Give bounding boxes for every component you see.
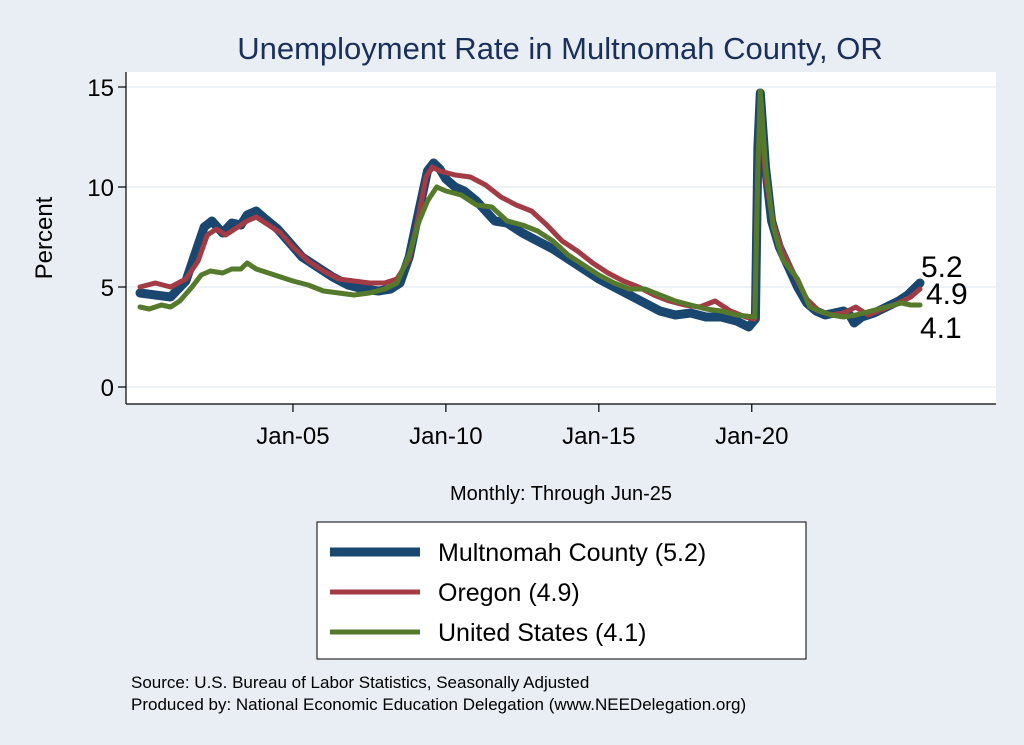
x-axis-label: Monthly: Through Jun-25 — [450, 483, 672, 505]
x-tick-label-2: Jan-15 — [562, 423, 635, 450]
end-label-multnomah: 5.2 — [921, 251, 963, 284]
series-line-us — [137, 88, 923, 320]
y-tick-label-0: 0 — [101, 375, 114, 402]
legend-label-us: United States (4.1) — [438, 619, 646, 647]
legend: Multnomah County (5.2) Oregon (4.9) Unit… — [316, 521, 807, 660]
legend-label-multnomah: Multnomah County (5.2) — [438, 539, 706, 567]
chart-title: Unemployment Rate in Multnomah County, O… — [237, 31, 883, 66]
x-tick-label-3: Jan-20 — [715, 423, 788, 450]
y-tick-label-10: 10 — [87, 175, 114, 202]
y-axis-label: Percent — [31, 196, 58, 279]
end-label-us: 4.1 — [920, 312, 962, 345]
gridlines — [126, 86, 996, 388]
x-tick-label-0: Jan-05 — [256, 423, 329, 450]
y-tick-label-5: 5 — [101, 275, 114, 302]
y-ticks: 0 5 10 15 — [87, 75, 126, 402]
end-label-oregon: 4.9 — [926, 278, 968, 311]
y-tick-label-15: 15 — [87, 75, 114, 102]
producer-note: Produced by: National Economic Education… — [131, 695, 746, 714]
x-tick-label-1: Jan-10 — [409, 423, 482, 450]
legend-label-oregon: Oregon (4.9) — [438, 579, 580, 607]
series-lines — [135, 88, 925, 332]
source-note: Source: U.S. Bureau of Labor Statistics,… — [131, 673, 589, 692]
x-ticks: Jan-05 Jan-10 Jan-15 Jan-20 — [256, 404, 788, 450]
